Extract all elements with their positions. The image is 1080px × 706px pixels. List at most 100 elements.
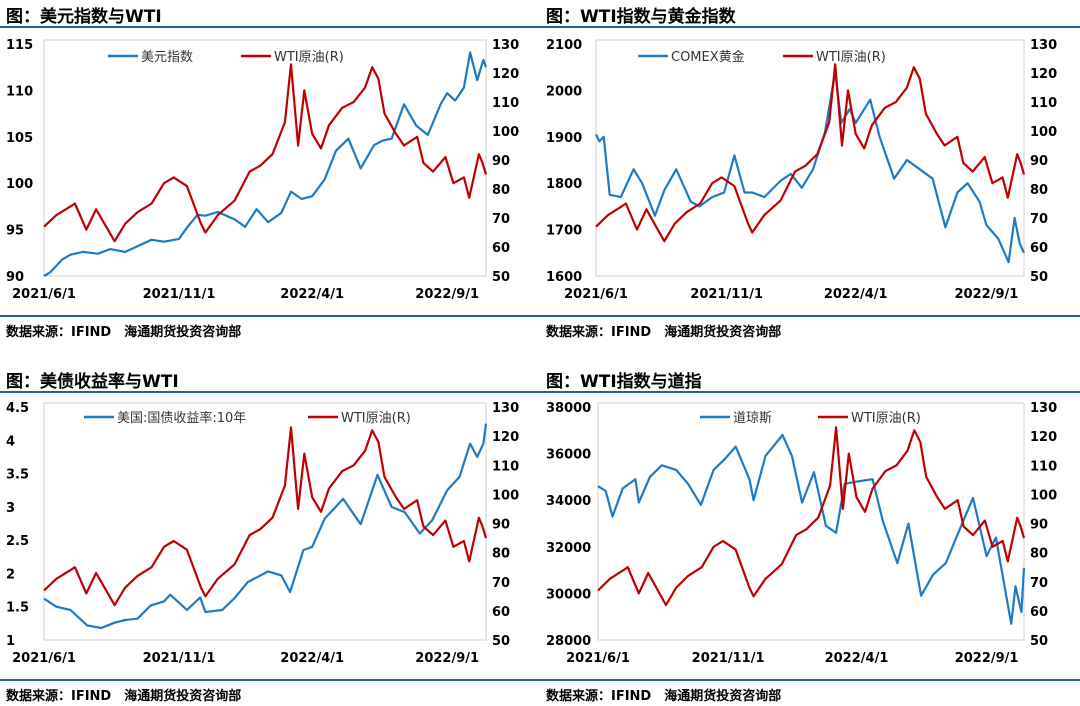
- right-axis-tick-label: 110: [492, 459, 519, 474]
- footer-rule: [0, 315, 540, 317]
- chart-panel-wti-dow: 图：WTI指数与道指 28000 30000 32000 34000 36000 3800…: [540, 353, 1080, 706]
- legend-label: WTI原油(R): [851, 411, 921, 426]
- left-axis-tick-label: 2100: [546, 38, 582, 53]
- right-axis-tick-label: 50: [492, 634, 510, 649]
- x-axis-tick-label: 2022/9/1: [415, 287, 479, 302]
- left-axis-tick-label: 1700: [546, 224, 582, 239]
- left-axis-tick-label: 115: [6, 38, 33, 53]
- left-axis-tick-label: 110: [6, 84, 33, 99]
- right-axis-tick-label: 100: [1030, 125, 1057, 140]
- right-axis-tick-label: 120: [1030, 430, 1057, 445]
- left-axis-tick-label: 2: [6, 567, 15, 582]
- right-axis-tick-label: 50: [492, 270, 510, 285]
- plot-frame: [597, 402, 1025, 641]
- legend-label: WTI原油(R): [274, 50, 344, 65]
- footer-rule: [540, 679, 1080, 681]
- legend-label: WTI原油(R): [341, 411, 411, 426]
- left-axis-tick-label: 32000: [546, 541, 591, 556]
- chart-panel-wti-gold: 图：WTI指数与黄金指数 1600 1700 1800 1900 2000 2100 50 6…: [540, 0, 1080, 353]
- left-axis-tick-label: 90: [6, 270, 24, 285]
- right-axis-tick-label: 100: [492, 125, 519, 140]
- chart-panel-usd-wti: 图：美元指数与WTI 90 95 100 105 110 115 50 60 70 80 90 100…: [0, 0, 540, 353]
- left-axis-tick-label: 3: [6, 501, 15, 516]
- left-axis-tick-label: 38000: [546, 401, 591, 416]
- left-axis-tick-label: 95: [6, 224, 24, 239]
- chart-title: 图：WTI指数与道指: [546, 372, 702, 392]
- source-note: 数据来源：IFIND 海通期货投资咨询部: [6, 689, 242, 704]
- left-axis-tick-label: 2.5: [6, 534, 29, 549]
- right-axis-tick-label: 90: [492, 518, 510, 533]
- legend-label: WTI原油(R): [816, 50, 886, 65]
- legend-label: 美国:国债收益率:10年: [117, 410, 246, 426]
- right-axis-tick-label: 70: [492, 212, 510, 227]
- right-axis-tick-label: 110: [1030, 459, 1057, 474]
- x-axis-tick-label: 2022/9/1: [955, 287, 1019, 302]
- right-axis-tick-label: 60: [492, 605, 510, 620]
- x-axis-tick-label: 2022/4/1: [825, 651, 889, 666]
- right-axis-tick-label: 60: [1030, 241, 1048, 256]
- footer-rule: [0, 679, 540, 681]
- chart-title: 图：WTI指数与黄金指数: [546, 7, 736, 27]
- left-axis-tick-label: 36000: [546, 448, 591, 463]
- right-axis-tick-label: 80: [492, 183, 510, 198]
- right-axis-tick-label: 70: [492, 576, 510, 591]
- right-axis-tick-label: 60: [492, 241, 510, 256]
- right-axis-tick-label: 80: [492, 547, 510, 562]
- left-axis-tick-label: 100: [6, 177, 33, 192]
- right-axis-tick-label: 50: [1030, 634, 1048, 649]
- left-axis-tick-label: 2000: [546, 84, 582, 99]
- chart-svg: 1 1.5 2 2.5 3 3.5 4 4.5 50 60 70 80 90 100 110 120 130 20…: [6, 401, 519, 666]
- right-axis-tick-label: 110: [1030, 96, 1057, 111]
- series-line-left: [595, 70, 1025, 264]
- x-axis-tick-label: 2021/11/1: [143, 287, 216, 302]
- legend-label: COMEX黄金: [671, 49, 745, 65]
- right-axis-tick-label: 70: [1030, 576, 1048, 591]
- right-axis-tick-label: 120: [492, 430, 519, 445]
- x-axis-tick-label: 2022/4/1: [280, 287, 344, 302]
- chart-svg: 1600 1700 1800 1900 2000 2100 50 60 70 80 90 100 110…: [546, 38, 1057, 302]
- right-axis-tick-label: 70: [1030, 212, 1048, 227]
- right-axis-tick-label: 130: [492, 38, 519, 53]
- right-axis-tick-label: 100: [1030, 488, 1057, 503]
- x-axis-tick-label: 2021/6/1: [564, 287, 628, 302]
- source-note: 数据来源：IFIND 海通期货投资咨询部: [546, 689, 782, 704]
- left-axis-tick-label: 4: [6, 434, 15, 449]
- right-axis-tick-label: 120: [1030, 67, 1057, 82]
- x-axis-tick-label: 2021/11/1: [692, 651, 765, 666]
- x-axis-tick-label: 2021/11/1: [143, 651, 216, 666]
- left-axis-tick-label: 1: [6, 634, 15, 649]
- chart-svg: 90 95 100 105 110 115 50 60 70 80 90 100 110 120 130 20…: [6, 38, 519, 302]
- right-axis-tick-label: 100: [492, 488, 519, 503]
- left-axis-tick-label: 4.5: [6, 401, 29, 416]
- chart-panel-ust-wti: 图：美债收益率与WTI 1 1.5 2 2.5 3 3.5 4 4.5 50 60 70 80 90 10…: [0, 353, 540, 706]
- title-rule: [0, 391, 540, 393]
- source-note: 数据来源：IFIND 海通期货投资咨询部: [546, 325, 782, 340]
- right-axis-tick-label: 130: [1030, 38, 1057, 53]
- left-axis-tick-label: 28000: [546, 634, 591, 649]
- right-axis-tick-label: 50: [1030, 270, 1048, 285]
- series-line-right: [43, 63, 488, 243]
- chart-svg: 28000 30000 32000 34000 36000 38000 50 60 70 80 90…: [546, 401, 1057, 666]
- title-rule: [540, 26, 1080, 28]
- right-axis-tick-label: 90: [492, 154, 510, 169]
- x-axis-tick-label: 2022/9/1: [955, 651, 1019, 666]
- plot-frame: [43, 402, 487, 641]
- series-line-right: [597, 426, 1026, 607]
- left-axis-tick-label: 1600: [546, 270, 582, 285]
- right-axis-tick-label: 130: [492, 401, 519, 416]
- left-axis-tick-label: 1.5: [6, 601, 29, 616]
- legend-label: 道琼斯: [733, 411, 772, 426]
- title-rule: [540, 391, 1080, 393]
- title-rule: [0, 26, 540, 28]
- chart-title: 图：美元指数与WTI: [6, 7, 162, 27]
- left-axis-tick-label: 34000: [546, 494, 591, 509]
- series-line-right: [43, 426, 488, 607]
- right-axis-tick-label: 120: [492, 67, 519, 82]
- x-axis-tick-label: 2021/6/1: [12, 651, 76, 666]
- x-axis-tick-label: 2022/4/1: [280, 651, 344, 666]
- x-axis-tick-label: 2021/6/1: [12, 287, 76, 302]
- plot-frame: [595, 39, 1025, 277]
- left-axis-tick-label: 30000: [546, 587, 591, 602]
- left-axis-tick-label: 1800: [546, 177, 582, 192]
- right-axis-tick-label: 110: [492, 96, 519, 111]
